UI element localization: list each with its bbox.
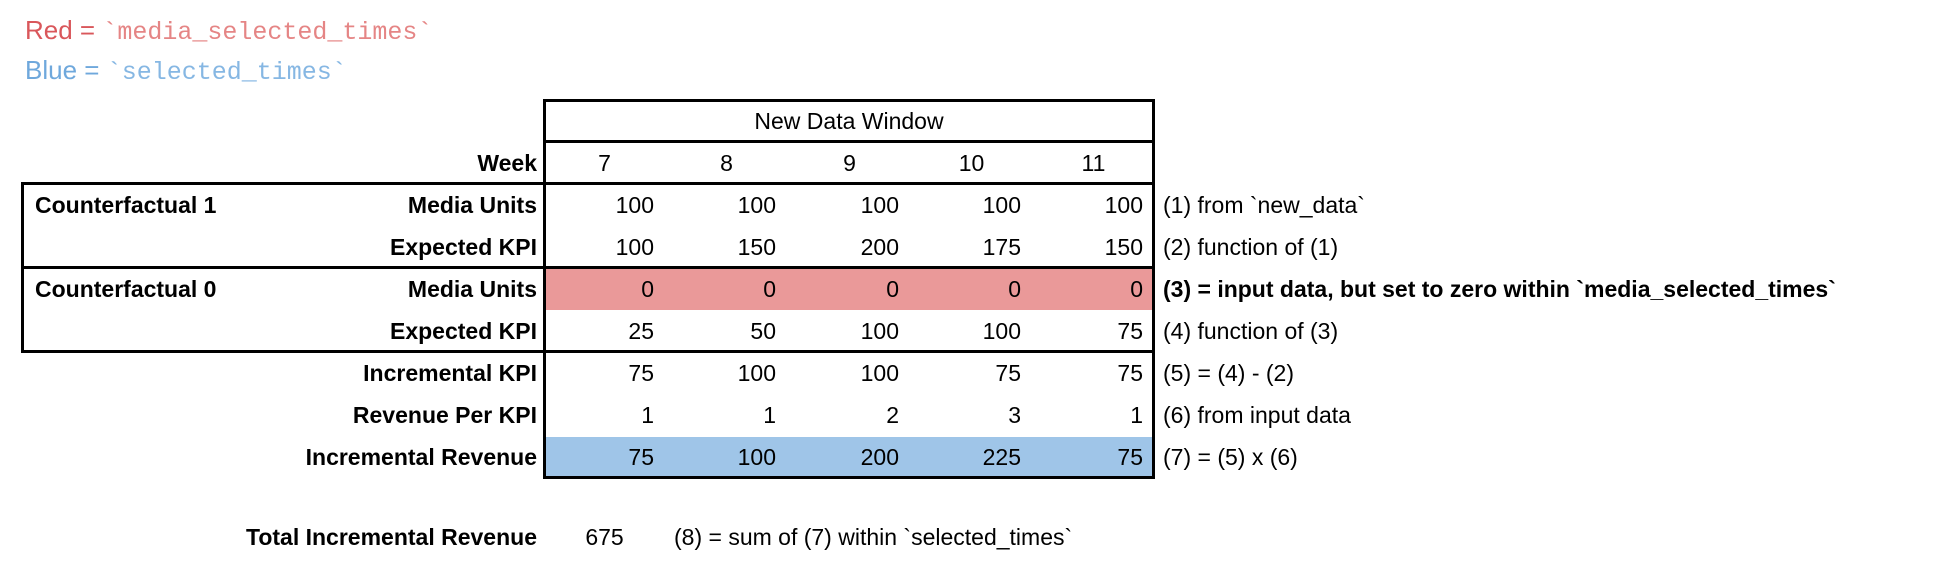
value-cell: 2 (886, 402, 899, 428)
week-header-cell: 10 (958, 150, 985, 176)
value-cell: 100 (615, 192, 654, 218)
row-label-media-units-cf1: Media Units (407, 192, 537, 218)
value-cell: 0 (1008, 276, 1021, 302)
annotation-2: (2) function of (1) (1163, 234, 1339, 260)
week-header-cell: 7 (598, 150, 611, 176)
legend-red-label: Red = (25, 15, 96, 45)
row-label-expected-kpi-cf0: Expected KPI (390, 318, 537, 344)
value-cell: 100 (860, 192, 899, 218)
data-grid-border (543, 99, 1155, 479)
value-cell: 1 (763, 402, 776, 428)
value-cell: 100 (737, 192, 776, 218)
total-incremental-revenue-value: 675 (585, 524, 624, 550)
group-label-counterfactual-0: Counterfactual 0 (35, 276, 217, 302)
value-cell: 75 (995, 360, 1021, 386)
value-cell: 100 (737, 444, 776, 470)
row-label-incremental-revenue: Incremental Revenue (305, 444, 537, 470)
annotation-3: (3) = input data, but set to zero within… (1163, 276, 1836, 302)
table-header-new-data-window: New Data Window (754, 108, 944, 134)
value-cell: 1 (1130, 402, 1143, 428)
row-label-expected-kpi-cf1: Expected KPI (390, 234, 537, 260)
value-cell: 175 (982, 234, 1021, 260)
value-cell: 0 (886, 276, 899, 302)
value-cell: 200 (860, 444, 899, 470)
value-cell: 25 (628, 318, 654, 344)
value-cell: 0 (641, 276, 654, 302)
blue-highlight-row (546, 437, 1152, 476)
counterfactual0-bottom-border (21, 350, 1155, 353)
row-label-revenue-per-kpi: Revenue Per KPI (352, 402, 537, 428)
value-cell: 100 (982, 192, 1021, 218)
counterfactual-group-divider (21, 266, 1155, 269)
week-header-cell: 8 (720, 150, 733, 176)
legend-blue-line: Blue = `selected_times` (25, 50, 347, 90)
week-header-cell: 9 (843, 150, 856, 176)
value-cell: 75 (1117, 360, 1143, 386)
value-cell: 100 (1104, 192, 1143, 218)
value-cell: 50 (750, 318, 776, 344)
annotation-4: (4) function of (3) (1163, 318, 1339, 344)
value-cell: 100 (860, 360, 899, 386)
value-cell: 100 (737, 360, 776, 386)
total-incremental-revenue-label: Total Incremental Revenue (246, 524, 537, 550)
value-cell: 100 (982, 318, 1021, 344)
legend-blue-label: Blue = (25, 55, 100, 85)
annotation-6: (6) from input data (1163, 402, 1351, 428)
header-divider-line (543, 140, 1155, 143)
value-cell: 1 (641, 402, 654, 428)
group-box-left-border (21, 182, 24, 353)
value-cell: 0 (1130, 276, 1143, 302)
annotation-8: (8) = sum of (7) within `selected_times` (674, 524, 1073, 550)
value-cell: 100 (860, 318, 899, 344)
value-cell: 75 (1117, 318, 1143, 344)
row-label-media-units-cf0: Media Units (407, 276, 537, 302)
value-cell: 3 (1008, 402, 1021, 428)
value-cell: 200 (860, 234, 899, 260)
group-label-counterfactual-1: Counterfactual 1 (35, 192, 217, 218)
annotation-1: (1) from `new_data` (1163, 192, 1365, 218)
row-label-incremental-kpi: Incremental KPI (363, 360, 537, 386)
counterfactual1-top-border (21, 182, 1155, 185)
value-cell: 100 (615, 234, 654, 260)
annotation-7: (7) = (5) x (6) (1163, 444, 1298, 470)
red-highlight-row (546, 269, 1152, 310)
value-cell: 75 (628, 360, 654, 386)
value-cell: 0 (763, 276, 776, 302)
value-cell: 75 (628, 444, 654, 470)
value-cell: 150 (1104, 234, 1143, 260)
value-cell: 150 (737, 234, 776, 260)
legend-red-line: Red = `media_selected_times` (25, 10, 432, 50)
week-row-label: Week (477, 150, 537, 176)
annotation-5: (5) = (4) - (2) (1163, 360, 1294, 386)
value-cell: 75 (1117, 444, 1143, 470)
value-cell: 225 (982, 444, 1021, 470)
legend-red-value: `media_selected_times` (102, 18, 433, 47)
week-header-cell: 11 (1081, 150, 1106, 176)
legend-blue-value: `selected_times` (106, 58, 347, 87)
